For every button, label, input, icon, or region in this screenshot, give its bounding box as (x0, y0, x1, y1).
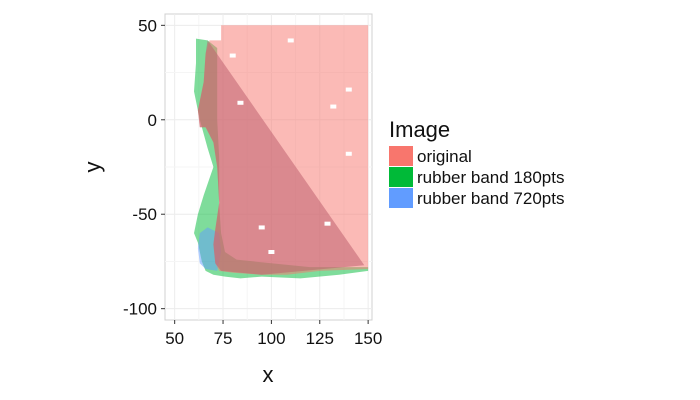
area-hole (258, 225, 265, 230)
y-tick-label: -100 (123, 300, 157, 319)
area-hole (324, 221, 331, 226)
legend-label: rubber band 720pts (417, 189, 564, 208)
legend-swatch (389, 167, 413, 187)
area-hole (237, 100, 244, 105)
legend-title: Image (389, 117, 450, 142)
x-tick-label: 150 (354, 329, 382, 348)
area-hole (345, 87, 352, 92)
y-tick-label: 0 (148, 111, 157, 130)
y-axis-title: y (80, 162, 105, 173)
legend-swatch (389, 188, 413, 208)
y-tick-label: 50 (138, 16, 157, 35)
area-hole (330, 104, 337, 109)
area-hole (268, 250, 275, 254)
legend-swatch (389, 146, 413, 166)
y-axis: 50 0 -50 -100 (123, 16, 165, 319)
plot-holes (229, 38, 352, 254)
x-tick-label: 100 (257, 329, 285, 348)
x-axis: 50 75 100 125 150 (165, 320, 382, 348)
legend-label: rubber band 180pts (417, 168, 564, 187)
legend-label: original (417, 147, 472, 166)
x-tick-label: 50 (165, 329, 184, 348)
area-hole (345, 151, 352, 156)
y-tick-label: -50 (132, 205, 157, 224)
legend: Image original rubber band 180pts rubber b… (389, 117, 564, 208)
plot-areas (194, 25, 369, 279)
x-tick-label: 75 (214, 329, 233, 348)
area-hole (287, 38, 294, 43)
x-tick-label: 125 (306, 329, 334, 348)
area-hole (229, 53, 236, 58)
area-darker-triangle (197, 40, 365, 275)
x-axis-title: x (263, 362, 274, 387)
